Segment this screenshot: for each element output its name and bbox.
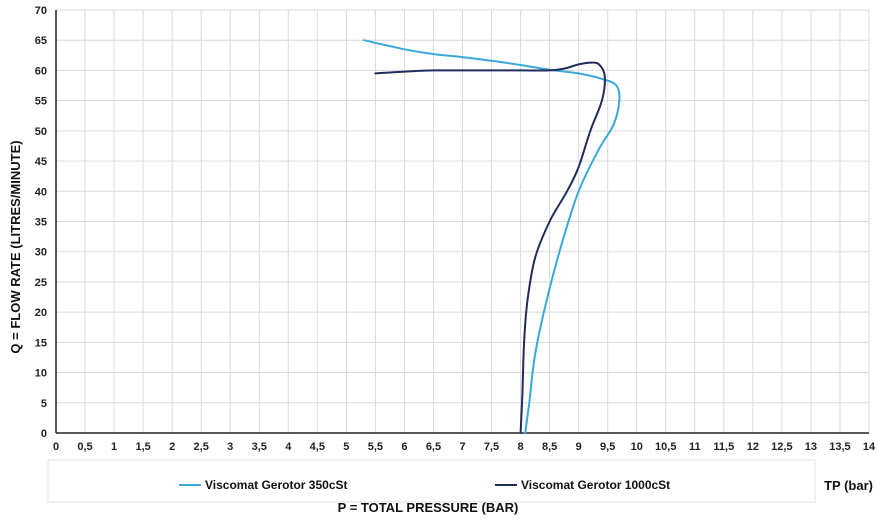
- y-tick-labels: 0 5 10 15 20 25 30 35 40 45 50 55 60 65 70: [35, 5, 47, 440]
- x-tick-label: 3,5: [252, 441, 267, 453]
- legend: Viscomat Gerotor 350cSt Viscomat Gerotor …: [47, 459, 816, 503]
- y-tick-label: 50: [35, 126, 47, 138]
- x-tick-label: 0,5: [77, 441, 92, 453]
- legend-label: Viscomat Gerotor 350cSt: [205, 478, 348, 492]
- x-tick-label: 1,5: [135, 441, 150, 453]
- x-tick-label: 14: [863, 441, 876, 453]
- x-tick-label: 11: [689, 441, 701, 453]
- x-tick-label: 9: [576, 441, 582, 453]
- x-tick-label: 4: [285, 441, 292, 453]
- x-tick-label: 4,5: [310, 441, 325, 453]
- x-tick-label: 3: [227, 441, 233, 453]
- y-tick-label: 55: [35, 96, 47, 108]
- x-tick-label: 13,5: [829, 441, 850, 453]
- y-tick-label: 10: [35, 368, 47, 380]
- y-axis-title: Q = FLOW RATE (LITRES/MINUTE): [8, 140, 23, 353]
- x-tick-label: 7,5: [484, 441, 499, 453]
- y-tick-label: 5: [41, 398, 47, 410]
- x-tick-labels: 0 0,5 1 1,5 2 2,5 3 3,5 4 4,5 5 5,5 6 6,5 7 7,5 8 8,5 9 9,5…: [53, 441, 876, 453]
- y-tick-label: 45: [35, 156, 47, 168]
- y-tick-label: 20: [35, 307, 47, 319]
- grid: [55, 9, 870, 434]
- y-tick-label: 40: [35, 186, 47, 198]
- x-tick-label: 12,5: [771, 441, 792, 453]
- axes: [55, 10, 869, 434]
- x-tick-label: 10: [631, 441, 643, 453]
- y-tick-label: 70: [35, 5, 47, 17]
- x-tick-label: 13: [805, 441, 817, 453]
- legend-box: [47, 459, 816, 503]
- x-axis-title: P = TOTAL PRESSURE (BAR): [338, 500, 519, 515]
- x-tick-label: 1: [111, 441, 117, 453]
- y-tick-label: 0: [41, 428, 47, 440]
- x-tick-label: 9,5: [600, 441, 615, 453]
- series-line-350cst: [362, 39, 621, 434]
- x-tick-label: 0: [53, 441, 59, 453]
- y-tick-label: 65: [35, 35, 47, 47]
- y-tick-label: 60: [35, 65, 47, 77]
- legend-label: Viscomat Gerotor 1000cSt: [521, 478, 670, 492]
- x-tick-label: 11,5: [713, 441, 734, 453]
- x-tick-label: 6,5: [426, 441, 441, 453]
- x-tick-label: 7: [459, 441, 465, 453]
- x-tick-label: 12: [747, 441, 759, 453]
- y-tick-label: 25: [35, 277, 47, 289]
- x-tick-label: 2: [169, 441, 175, 453]
- unit-label: TP (bar): [824, 478, 873, 493]
- series-lines: [362, 39, 621, 434]
- x-tick-label: 5,5: [368, 441, 383, 453]
- x-tick-label: 8,5: [542, 441, 557, 453]
- y-tick-label: 35: [35, 217, 47, 229]
- y-tick-label: 30: [35, 247, 47, 259]
- x-tick-label: 10,5: [655, 441, 676, 453]
- y-tick-label: 15: [35, 337, 47, 349]
- x-tick-label: 6: [401, 441, 407, 453]
- x-tick-label: 8: [518, 441, 524, 453]
- x-tick-label: 2,5: [194, 441, 209, 453]
- series-line-1000cst: [374, 61, 606, 434]
- x-tick-label: 5: [343, 441, 349, 453]
